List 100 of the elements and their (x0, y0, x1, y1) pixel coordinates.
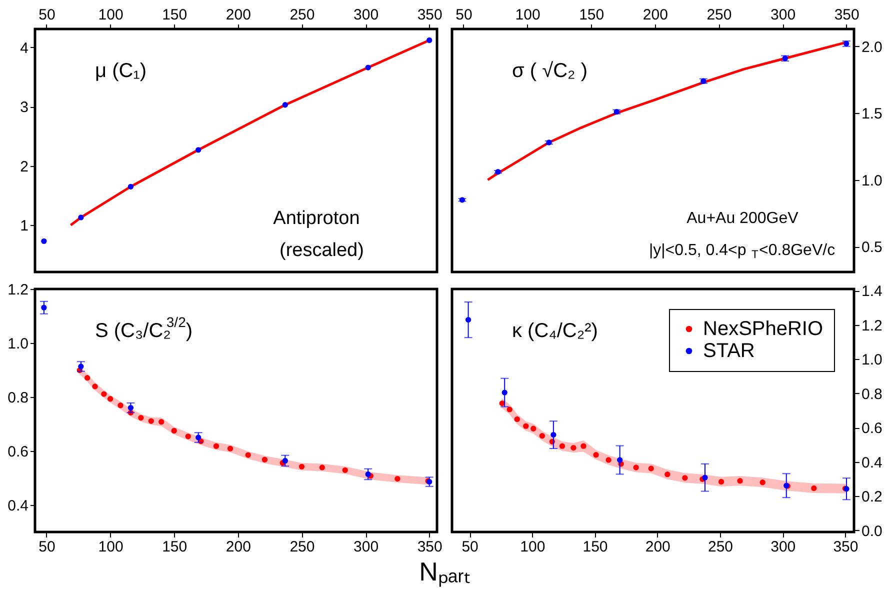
y-tick-label: 0.0 (862, 522, 882, 540)
point (811, 485, 817, 492)
y-tick-label: 1.5 (862, 106, 882, 123)
point (78, 214, 84, 220)
point (495, 169, 501, 175)
point (550, 432, 556, 438)
point (580, 443, 586, 449)
point (465, 316, 472, 323)
point (107, 396, 114, 402)
point (506, 406, 512, 412)
y-tick-label: 0.8 (8, 390, 28, 406)
point (682, 475, 688, 481)
legend-label: NexSPheRIO (703, 318, 824, 340)
x-tick-label: 200 (642, 6, 668, 24)
point (365, 64, 371, 70)
annotation: μ (C₁) (95, 60, 147, 82)
x-tick-label: 50 (462, 538, 478, 556)
point (262, 456, 268, 462)
x-tick-label: 350 (834, 6, 860, 24)
x-axis-title: Nₚₐᵣₜ (419, 556, 470, 588)
x-tick-label: 350 (417, 538, 442, 556)
point (92, 384, 98, 390)
x-tick-label: 150 (162, 538, 188, 556)
annotation: Antiproton (273, 208, 360, 229)
point (702, 474, 708, 480)
x-tick-label: 100 (520, 538, 546, 556)
x-tick-label: 250 (706, 6, 732, 24)
x-tick-label: 300 (770, 6, 796, 24)
point (570, 444, 576, 451)
point (664, 472, 670, 478)
y-tick-label: 2.0 (862, 38, 882, 56)
point (539, 433, 545, 439)
annotation: (rescaled) (279, 240, 364, 261)
x-tick-label: 200 (226, 6, 251, 24)
point (282, 458, 288, 464)
point (185, 434, 191, 440)
point (298, 464, 305, 470)
x-tick-label: 250 (708, 538, 734, 556)
point (138, 414, 144, 421)
x-tick-label: 50 (38, 6, 56, 24)
point (128, 184, 134, 190)
y-tick-label: 0.8 (862, 386, 882, 403)
point (128, 404, 134, 411)
y-tick-label: 1.0 (862, 172, 882, 190)
point (633, 464, 639, 470)
x-tick-label: 300 (354, 538, 379, 556)
point (101, 391, 107, 397)
annotation: σ ( √C₂ ) (512, 60, 588, 82)
y-tick-label: 1.2 (8, 282, 28, 298)
legend-label: STAR (703, 340, 755, 362)
point (737, 478, 743, 484)
y-tick-label: 1.0 (8, 336, 28, 352)
x-tick-label: 250 (290, 6, 315, 24)
point (245, 452, 251, 458)
y-tick-label: 1.2 (862, 317, 882, 334)
x-tick-label: 150 (162, 6, 188, 24)
point (118, 402, 124, 408)
point (41, 238, 47, 244)
point (760, 480, 766, 486)
x-tick-label: 50 (456, 6, 472, 24)
point (196, 147, 202, 153)
x-tick-label: 250 (290, 538, 315, 556)
x-tick-label: 200 (226, 538, 251, 556)
point (365, 471, 371, 478)
point (148, 418, 154, 424)
point (514, 416, 520, 422)
x-tick-label: 150 (579, 6, 604, 24)
y-tick-label: 0.4 (862, 454, 882, 472)
y-tick-label: 0.4 (8, 498, 28, 514)
point (523, 423, 529, 429)
y-tick-label: 0.6 (862, 420, 882, 438)
point (196, 434, 202, 440)
y-tick-label: 1.0 (862, 352, 882, 369)
point (171, 428, 177, 434)
point (648, 466, 654, 472)
y-tick-label: 4 (20, 40, 28, 57)
x-tick-label: 50 (38, 538, 56, 556)
x-tick-label: 100 (515, 6, 540, 24)
x-tick-label: 350 (833, 538, 858, 556)
y-tick-label: 3 (20, 99, 28, 116)
point (616, 457, 623, 463)
x-tick-label: 200 (645, 538, 670, 556)
point (342, 467, 348, 473)
point (426, 37, 432, 44)
point (593, 452, 599, 458)
point (213, 443, 220, 449)
point (158, 419, 164, 425)
x-tick-label: 100 (98, 538, 124, 556)
y-tick-label: 0.5 (862, 239, 882, 256)
point (606, 457, 612, 463)
point (394, 476, 400, 482)
point (718, 478, 724, 485)
annotation: κ (C₄/C₂²) (512, 320, 598, 342)
point (78, 364, 84, 370)
point (41, 304, 47, 310)
y-tick-label: 0.6 (8, 444, 28, 460)
x-tick-label: 300 (770, 538, 796, 556)
point (530, 426, 536, 432)
point (282, 102, 288, 108)
x-tick-label: 100 (98, 6, 124, 24)
